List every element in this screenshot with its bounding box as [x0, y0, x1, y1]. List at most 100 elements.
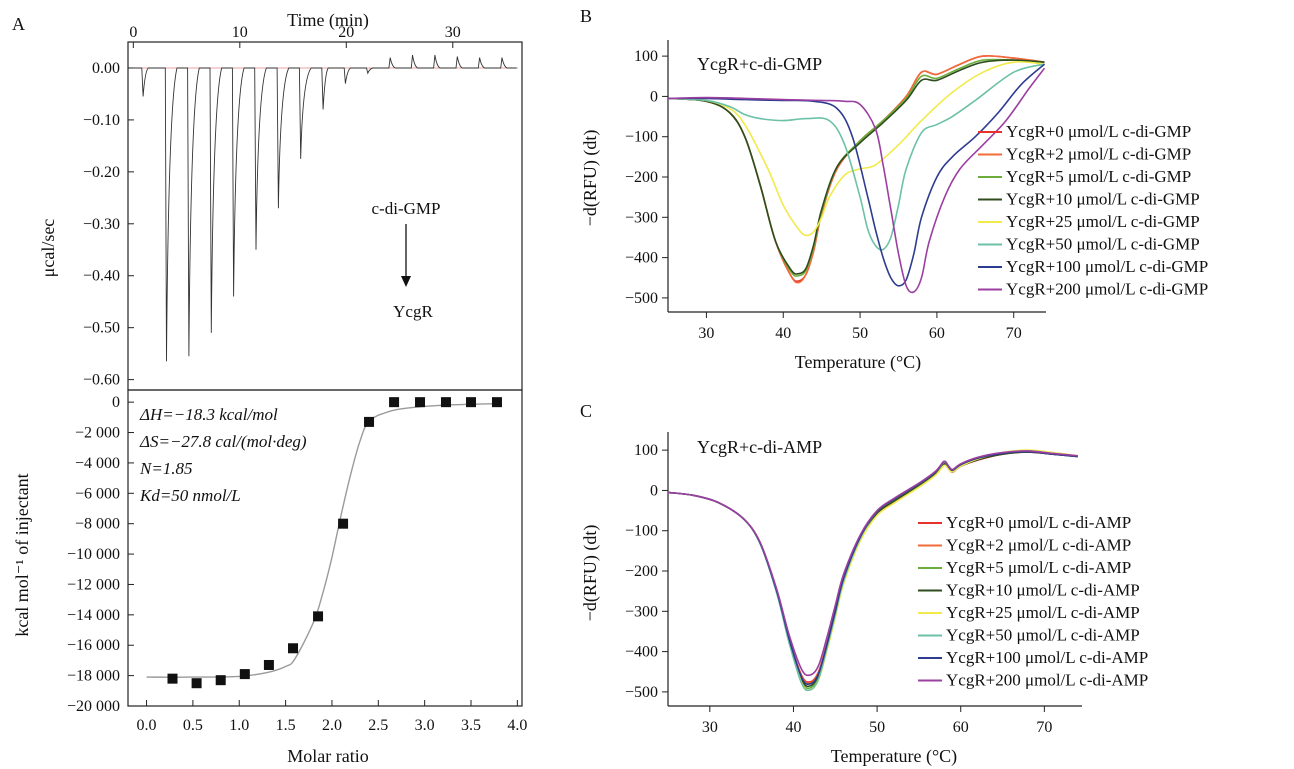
y-tick-label: −400: [625, 644, 658, 661]
panel-c-melt-curves: C YcgR+c-di-AMP Temperature (°C) −d(RFU)…: [580, 401, 1148, 767]
legend-label: YcgR+50 μmol/L c-di-AMP: [946, 626, 1140, 645]
legend-label: YcgR+5 μmol/L c-di-AMP: [946, 558, 1131, 577]
data-point: [491, 397, 502, 408]
y-tick-label: −0.40: [83, 268, 120, 285]
axis-label-molar-ratio: Molar ratio: [287, 746, 368, 766]
legend-label: YcgR+2 μmol/L c-di-GMP: [1006, 145, 1191, 164]
legend-label: YcgR+2 μmol/L c-di-AMP: [946, 536, 1131, 555]
x-tick-label: 10: [232, 24, 248, 41]
y-tick-label: −0.10: [83, 112, 120, 129]
y-tick-label: −0.60: [83, 372, 120, 389]
data-point: [191, 678, 202, 689]
thermogram-trace: [133, 54, 517, 362]
legend-label: YcgR+50 μmol/L c-di-GMP: [1006, 235, 1200, 254]
y-tick-label: −100: [625, 129, 658, 146]
panel-b-xlabel: Temperature (°C): [795, 352, 921, 373]
panel-b-melt-curves: B YcgR+c-di-GMP Temperature (°C) −d(RFU)…: [580, 6, 1208, 373]
legend-label: YcgR+25 μmol/L c-di-AMP: [946, 603, 1140, 622]
y-tick-label: −20 000: [67, 698, 120, 715]
data-point: [263, 659, 274, 670]
y-tick-label: −2 000: [75, 425, 120, 442]
y-tick-label: −0.30: [83, 216, 120, 233]
y-tick-label: 0.00: [92, 60, 120, 77]
panel-b-ylabel: −d(RFU) (dt): [580, 130, 601, 227]
y-tick-label: 100: [634, 442, 658, 459]
panel-c-xlabel: Temperature (°C): [831, 746, 957, 767]
x-tick-label: 60: [929, 325, 945, 342]
x-tick-label: 3.0: [415, 717, 435, 734]
series-line: [667, 59, 1045, 275]
panel-label-c: C: [580, 401, 592, 421]
y-tick-label: −200: [625, 169, 658, 186]
y-tick-label: −8 000: [75, 516, 120, 533]
legend-label: YcgR+100 μmol/L c-di-AMP: [946, 648, 1148, 667]
x-tick-label: 40: [785, 719, 801, 736]
annotation-c-di-gmp: c-di-GMP: [372, 199, 441, 218]
legend-label: YcgR+10 μmol/L c-di-AMP: [946, 581, 1140, 600]
y-tick-label: −18 000: [67, 668, 120, 685]
y-tick-label: 100: [634, 48, 658, 65]
x-tick-label: 50: [852, 325, 868, 342]
series-line: [667, 450, 1078, 677]
y-tick-label: −16 000: [67, 637, 120, 654]
annotation-ycgr: YcgR: [393, 302, 433, 321]
series-line: [667, 67, 1046, 294]
legend-label: YcgR+5 μmol/L c-di-GMP: [1006, 167, 1191, 186]
y-tick-label: −200: [625, 563, 658, 580]
legend-label: YcgR+0 μmol/L c-di-AMP: [946, 513, 1131, 532]
x-tick-label: 70: [1006, 325, 1022, 342]
y-tick-label: 0: [650, 88, 658, 105]
series-line: [667, 61, 1045, 237]
axis-label-ucal-sec: μcal/sec: [38, 219, 58, 278]
y-tick-label: −0.50: [83, 320, 120, 337]
y-tick-label: −12 000: [67, 576, 120, 593]
data-point: [239, 669, 250, 680]
y-tick-label: −14 000: [67, 607, 120, 624]
legend-label: YcgR+10 μmol/L c-di-GMP: [1006, 190, 1200, 209]
panel-b-title: YcgR+c-di-GMP: [697, 54, 822, 74]
x-tick-label: 2.5: [368, 717, 388, 734]
y-tick-label: −0.20: [83, 164, 120, 181]
y-tick-label: −500: [625, 684, 658, 701]
y-tick-label: −300: [625, 603, 658, 620]
y-tick-label: −400: [625, 250, 658, 267]
data-point: [389, 397, 400, 408]
x-tick-label: 1.0: [229, 717, 249, 734]
x-tick-label: 30: [698, 325, 714, 342]
panel-a-isotherm: Molar ratio ΔH=−18.3 kcal/mol ΔS=−27.8 c…: [67, 389, 527, 766]
data-point: [288, 643, 299, 654]
data-point: [313, 611, 324, 622]
legend-label: YcgR+25 μmol/L c-di-GMP: [1006, 212, 1200, 231]
y-tick-label: −300: [625, 209, 658, 226]
y-tick-label: 0: [112, 394, 120, 411]
legend-label: YcgR+200 μmol/L c-di-GMP: [1006, 280, 1208, 299]
data-point: [215, 675, 226, 686]
legend-label: YcgR+200 μmol/L c-di-AMP: [946, 671, 1148, 690]
panel-a-thermogram: A Time (min) c-di-GMP YcgR 0 10 20 30 0.00 −0…: [12, 10, 523, 391]
axis-label-time: Time (min): [287, 10, 369, 31]
annotation-arrow-head: [401, 276, 411, 287]
y-tick-label: −4 000: [75, 455, 120, 472]
x-tick-label: 40: [775, 325, 791, 342]
panel-label-b: B: [580, 6, 592, 26]
x-tick-label: 3.5: [461, 717, 481, 734]
ann-n: N=1.85: [139, 459, 193, 478]
data-point: [167, 673, 178, 684]
data-point: [338, 518, 349, 529]
x-tick-label: 30: [702, 719, 718, 736]
panel-c-ylabel: −d(RFU) (dt): [580, 525, 601, 622]
y-tick-label: −10 000: [67, 546, 120, 563]
series-line: [667, 63, 1045, 251]
x-tick-label: 1.5: [276, 717, 296, 734]
plot-frame: [127, 41, 523, 391]
panel-c-title: YcgR+c-di-AMP: [697, 437, 822, 457]
x-tick-label: 60: [953, 719, 969, 736]
x-tick-label: 2.0: [322, 717, 342, 734]
data-point: [415, 397, 426, 408]
ann-kd: Kd=50 nmol/L: [139, 486, 241, 505]
x-tick-label: 4.0: [507, 717, 527, 734]
x-tick-label: 0.5: [183, 717, 203, 734]
data-point: [440, 397, 451, 408]
plot-frame: [127, 389, 523, 707]
